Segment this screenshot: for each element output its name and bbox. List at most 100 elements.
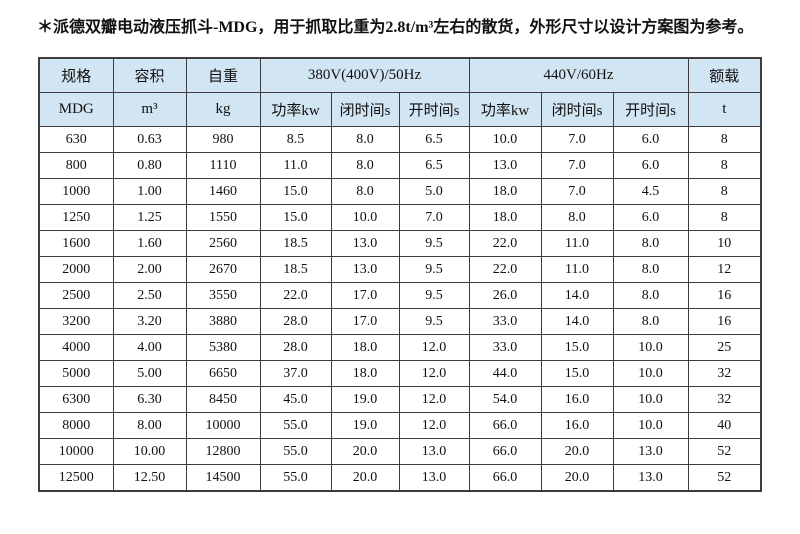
table-cell: 12.0 bbox=[398, 334, 470, 361]
table-cell: 10000 bbox=[38, 438, 114, 465]
table-cell: 12 bbox=[687, 256, 762, 283]
table-cell: 8.0 bbox=[540, 204, 614, 231]
table-cell: 10.0 bbox=[612, 360, 689, 387]
table-cell: 8.0 bbox=[612, 256, 689, 283]
table-cell: 5.0 bbox=[398, 178, 470, 205]
table-cell: 28.0 bbox=[259, 334, 332, 361]
table-cell: 18.5 bbox=[259, 230, 332, 257]
spec-table: 规格 容积 自重 380V(400V)/50Hz 440V/60Hz 额载 MD… bbox=[38, 57, 763, 492]
table-row: 8000 8.00 10000 55.0 19.0 12.0 66.0 16.0 10.0 40 bbox=[38, 412, 762, 439]
table-cell: 13.0 bbox=[330, 256, 400, 283]
table-cell: 66.0 bbox=[468, 438, 542, 465]
table-cell: 9.5 bbox=[398, 256, 470, 283]
table-cell: 1600 bbox=[38, 230, 114, 257]
table-cell: 26.0 bbox=[468, 282, 542, 309]
table-cell: 4000 bbox=[38, 334, 114, 361]
table-cell: 3550 bbox=[185, 282, 261, 309]
table-row: 6300 6.30 8450 45.0 19.0 12.0 54.0 16.0 10.0 32 bbox=[38, 386, 762, 413]
table-cell: 2.50 bbox=[112, 282, 187, 309]
table-cell: 6.0 bbox=[612, 152, 689, 179]
table-cell: 1.25 bbox=[112, 204, 187, 231]
table-cell: 8.0 bbox=[612, 282, 689, 309]
table-cell: 5380 bbox=[185, 334, 261, 361]
table-cell: 33.0 bbox=[468, 334, 542, 361]
table-cell: 15.0 bbox=[540, 334, 614, 361]
table-cell: 17.0 bbox=[330, 308, 400, 335]
table-cell: 8 bbox=[687, 204, 762, 231]
table-cell: 22.0 bbox=[259, 282, 332, 309]
header-spec: 规格 bbox=[38, 57, 114, 93]
table-cell: 20.0 bbox=[330, 464, 400, 492]
table-cell: 32 bbox=[687, 386, 762, 413]
table-cell: 13.0 bbox=[468, 152, 542, 179]
table-cell: 1110 bbox=[185, 152, 261, 179]
table-cell: 7.0 bbox=[540, 152, 614, 179]
table-cell: 6.5 bbox=[398, 152, 470, 179]
table-cell: 3880 bbox=[185, 308, 261, 335]
table-row: 2500 2.50 3550 22.0 17.0 9.5 26.0 14.0 8.0 16 bbox=[38, 282, 762, 309]
table-cell: 12500 bbox=[38, 464, 114, 492]
table-cell: 2500 bbox=[38, 282, 114, 309]
table-cell: 1460 bbox=[185, 178, 261, 205]
table-cell: 6.5 bbox=[398, 126, 470, 153]
table-cell: 16 bbox=[687, 308, 762, 335]
table-cell: 11.0 bbox=[259, 152, 332, 179]
table-row: 800 0.80 1110 11.0 8.0 6.5 13.0 7.0 6.0 8 bbox=[38, 152, 762, 179]
table-row: 1000 1.00 1460 15.0 8.0 5.0 18.0 7.0 4.5 8 bbox=[38, 178, 762, 205]
header-spec-model: MDG bbox=[38, 92, 114, 127]
header-row-units: MDG m³ kg 功率kw 闭时间s 开时间s 功率kw 闭时间s 开时间s … bbox=[38, 92, 762, 127]
table-cell: 0.63 bbox=[112, 126, 187, 153]
table-cell: 13.0 bbox=[398, 464, 470, 492]
table-cell: 1250 bbox=[38, 204, 114, 231]
table-cell: 12800 bbox=[185, 438, 261, 465]
table-cell: 11.0 bbox=[540, 256, 614, 283]
table-row: 2000 2.00 2670 18.5 13.0 9.5 22.0 11.0 8.0 12 bbox=[38, 256, 762, 283]
table-cell: 8.0 bbox=[612, 308, 689, 335]
table-cell: 12.50 bbox=[112, 464, 187, 492]
table-cell: 20.0 bbox=[540, 438, 614, 465]
table-cell: 10 bbox=[687, 230, 762, 257]
header-open-time-50hz: 开时间s bbox=[398, 92, 470, 127]
table-cell: 13.0 bbox=[330, 230, 400, 257]
table-cell: 3.20 bbox=[112, 308, 187, 335]
table-cell: 6.30 bbox=[112, 386, 187, 413]
table-cell: 1.60 bbox=[112, 230, 187, 257]
table-cell: 980 bbox=[185, 126, 261, 153]
table-cell: 11.0 bbox=[540, 230, 614, 257]
table-cell: 2560 bbox=[185, 230, 261, 257]
table-cell: 9.5 bbox=[398, 282, 470, 309]
spec-table-header: 规格 容积 自重 380V(400V)/50Hz 440V/60Hz 额载 MD… bbox=[38, 57, 762, 127]
table-cell: 15.0 bbox=[540, 360, 614, 387]
table-row: 630 0.63 980 8.5 8.0 6.5 10.0 7.0 6.0 8 bbox=[38, 126, 762, 153]
table-cell: 8450 bbox=[185, 386, 261, 413]
table-cell: 8.0 bbox=[330, 152, 400, 179]
table-cell: 1000 bbox=[38, 178, 114, 205]
table-cell: 12.0 bbox=[398, 412, 470, 439]
table-cell: 32 bbox=[687, 360, 762, 387]
table-cell: 10000 bbox=[185, 412, 261, 439]
table-cell: 55.0 bbox=[259, 412, 332, 439]
table-cell: 7.0 bbox=[398, 204, 470, 231]
table-cell: 18.0 bbox=[468, 178, 542, 205]
table-cell: 52 bbox=[687, 438, 762, 465]
table-cell: 17.0 bbox=[330, 282, 400, 309]
table-cell: 2.00 bbox=[112, 256, 187, 283]
table-cell: 18.5 bbox=[259, 256, 332, 283]
table-cell: 8 bbox=[687, 126, 762, 153]
table-cell: 3200 bbox=[38, 308, 114, 335]
table-row: 4000 4.00 5380 28.0 18.0 12.0 33.0 15.0 10.0 25 bbox=[38, 334, 762, 361]
table-cell: 8000 bbox=[38, 412, 114, 439]
table-cell: 33.0 bbox=[468, 308, 542, 335]
table-cell: 2670 bbox=[185, 256, 261, 283]
table-cell: 14.0 bbox=[540, 308, 614, 335]
table-cell: 15.0 bbox=[259, 204, 332, 231]
table-cell: 4.00 bbox=[112, 334, 187, 361]
table-row: 12500 12.50 14500 55.0 20.0 13.0 66.0 20.0 13.0 5… bbox=[38, 464, 762, 492]
table-cell: 19.0 bbox=[330, 386, 400, 413]
header-volume: 容积 bbox=[112, 57, 187, 93]
table-cell: 18.0 bbox=[468, 204, 542, 231]
header-row-groups: 规格 容积 自重 380V(400V)/50Hz 440V/60Hz 额载 bbox=[38, 57, 762, 93]
header-load: 额载 bbox=[687, 57, 762, 93]
header-group-60hz: 440V/60Hz bbox=[468, 57, 689, 93]
table-cell: 8.0 bbox=[330, 126, 400, 153]
